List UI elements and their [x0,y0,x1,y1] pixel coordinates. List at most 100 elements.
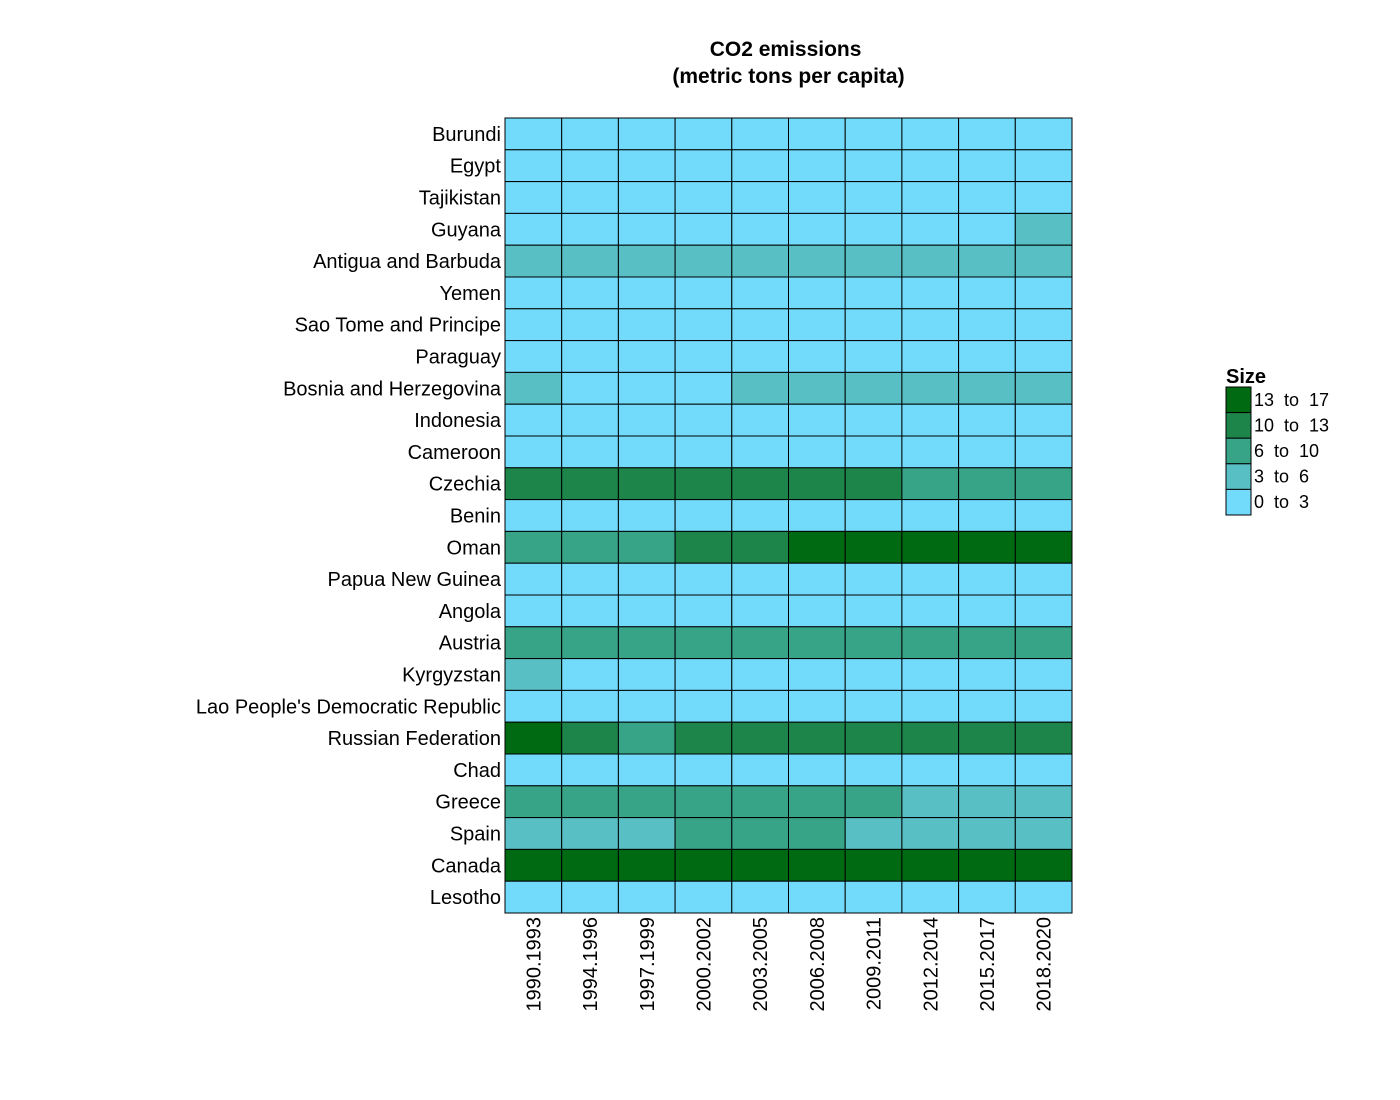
heatmap-cell [901,467,960,501]
heatmap-cell [901,435,960,469]
heatmap-cell [617,817,676,850]
heatmap-cell [958,403,1016,437]
heatmap-cell [1014,785,1073,819]
heatmap-cell [901,721,960,755]
heatmap-cell [958,467,1016,501]
heatmap-cell [617,658,676,691]
heatmap-cell [617,149,676,183]
heatmap-cell [617,594,676,628]
heatmap-cell [844,530,903,564]
heatmap-cell [844,817,903,850]
heatmap-cell [788,117,846,151]
legend-key-label: 3 to 6 [1254,467,1309,487]
heatmap-cell [504,721,563,755]
heatmap-cell [844,244,903,278]
heatmap-cell [504,340,563,373]
heatmap-cell [731,308,789,342]
heatmap-cell [561,848,619,882]
row-label: Papua New Guinea [328,569,502,591]
heatmap-cell [504,149,563,183]
heatmap-cell [901,562,960,596]
heatmap-cell [561,626,619,660]
heatmap-cell [731,212,789,246]
heatmap-cell [901,594,960,628]
legend-key-label: 13 to 17 [1254,390,1329,410]
heatmap-cell [561,340,619,373]
heatmap-cell [561,594,619,628]
heatmap-cell [674,340,733,373]
heatmap-cell [788,530,846,564]
heatmap-cell [561,785,619,819]
heatmap-cell [788,848,846,882]
legend-key-swatch [1225,463,1252,490]
heatmap-cell [617,181,676,214]
heatmap-cell [788,149,846,183]
heatmap-cell [1014,212,1073,246]
row-label: Chad [453,760,501,782]
heatmap-cell [1014,371,1073,405]
column-label: 2000.2002 [693,917,715,1012]
heatmap-cell [561,403,619,437]
heatmap-cell [561,880,619,914]
heatmap-cell [617,562,676,596]
chart-title-line-2: (metric tons per capita) [672,65,904,88]
heatmap-cell [788,658,846,691]
heatmap-cell [504,435,563,469]
legend-title: Size [1226,366,1266,388]
heatmap-cell [674,117,733,151]
column-label: 2012.2014 [920,917,942,1012]
heatmap-cell [504,244,563,278]
heatmap-cell [561,689,619,723]
heatmap-cell [617,785,676,819]
heatmap-cell [617,403,676,437]
column-label: 1997.1999 [637,917,659,1012]
heatmap-cell [504,658,563,691]
column-label: 2003.2005 [750,917,772,1012]
heatmap-cell [1014,308,1073,342]
heatmap-cell [788,721,846,755]
heatmap-cell [561,467,619,501]
heatmap-cell [788,753,846,787]
heatmap-cell [731,562,789,596]
heatmap-cell [504,371,563,405]
heatmap-cell [1014,467,1073,501]
row-label: Egypt [450,156,502,178]
heatmap-cell [958,562,1016,596]
heatmap-cell [674,244,733,278]
heatmap-cell [788,562,846,596]
heatmap-cell [731,530,789,564]
heatmap-cell [731,340,789,373]
legend-key-label: 0 to 3 [1254,492,1309,512]
heatmap-cell [901,848,960,882]
column-label: 2018.2020 [1034,917,1056,1012]
heatmap-cell [958,721,1016,755]
heatmap-cell [504,626,563,660]
heatmap-cell [844,467,903,501]
heatmap-cell [617,340,676,373]
legend-key-label: 10 to 13 [1254,415,1329,435]
heatmap-cell [844,658,903,691]
heatmap-cell [844,499,903,532]
heatmap-cell [617,435,676,469]
heatmap-cell [901,658,960,691]
heatmap-cell [844,721,903,755]
heatmap-cell [731,848,789,882]
heatmap-cell [674,753,733,787]
heatmap-cell [504,880,563,914]
heatmap-cell [674,880,733,914]
heatmap-cell [561,530,619,564]
heatmap-cell [1014,530,1073,564]
heatmap-cell [731,181,789,214]
heatmap-cell [731,594,789,628]
heatmap-cell [504,594,563,628]
row-label: Canada [431,855,502,877]
heatmap-cell [731,244,789,278]
heatmap-cell [674,149,733,183]
heatmap-cell [504,848,563,882]
heatmap-cell [617,117,676,151]
heatmap-cell [788,467,846,501]
heatmap-cell [788,817,846,850]
heatmap-cell [731,785,789,819]
heatmap-cell [674,658,733,691]
heatmap-cell [561,817,619,850]
